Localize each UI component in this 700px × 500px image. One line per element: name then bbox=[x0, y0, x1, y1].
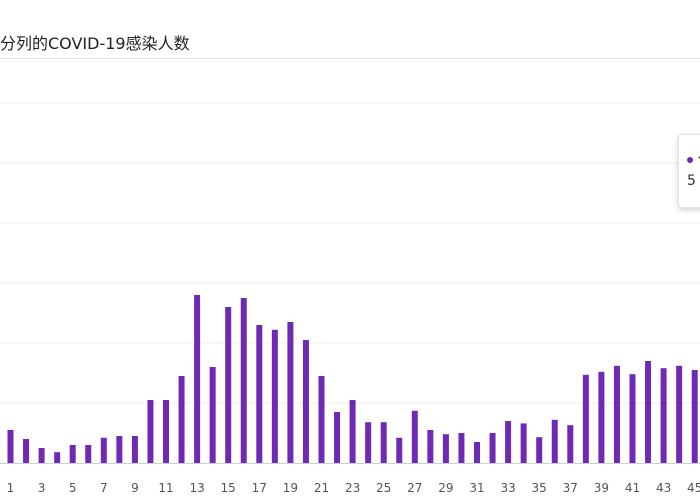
bar[interactable] bbox=[240, 298, 247, 463]
bar[interactable] bbox=[474, 442, 480, 463]
bar[interactable] bbox=[271, 329, 278, 463]
bar[interactable] bbox=[334, 412, 341, 463]
x-tick-label: 37 bbox=[563, 481, 578, 495]
bar[interactable] bbox=[38, 448, 45, 463]
x-tick-label: 9 bbox=[131, 481, 139, 495]
x-tick-label: 11 bbox=[158, 481, 173, 495]
bar[interactable] bbox=[613, 365, 620, 463]
x-tick-label: 43 bbox=[656, 481, 671, 495]
x-tick-label: 1 bbox=[7, 481, 15, 495]
bar[interactable] bbox=[598, 371, 605, 463]
bar[interactable] bbox=[7, 430, 14, 463]
bar[interactable] bbox=[178, 376, 185, 463]
bar[interactable] bbox=[287, 322, 294, 463]
x-tick-label: 29 bbox=[438, 481, 453, 495]
bar[interactable] bbox=[458, 433, 465, 463]
bar[interactable] bbox=[567, 425, 574, 463]
bar[interactable] bbox=[660, 368, 667, 463]
bar[interactable] bbox=[69, 445, 76, 463]
bar[interactable] bbox=[225, 307, 232, 463]
bar[interactable] bbox=[116, 436, 123, 463]
bar[interactable] bbox=[318, 376, 325, 463]
bar[interactable] bbox=[256, 325, 263, 463]
bar[interactable] bbox=[380, 422, 387, 463]
x-tick-label: 21 bbox=[314, 481, 329, 495]
bar[interactable] bbox=[349, 400, 356, 463]
x-tick-labels: 1 3 5 7 9 11 13 15 17 19 21 23 25 27 29 31 33 35 37 39 41 43 4… bbox=[7, 481, 700, 495]
chart-title: 分列的COVID-19感染人数 bbox=[0, 34, 190, 53]
bar[interactable] bbox=[582, 374, 589, 463]
bar[interactable] bbox=[85, 445, 92, 463]
x-tick-label: 5 bbox=[69, 481, 77, 495]
bar[interactable] bbox=[396, 437, 403, 463]
bar[interactable] bbox=[209, 367, 216, 463]
bar[interactable] bbox=[520, 423, 527, 463]
bar[interactable] bbox=[163, 400, 169, 463]
x-tick-label: 7 bbox=[100, 481, 108, 495]
tooltip-value: 5 bbox=[687, 174, 695, 188]
bar[interactable] bbox=[691, 370, 698, 463]
x-tick-label: 33 bbox=[500, 481, 515, 495]
bar[interactable] bbox=[489, 433, 496, 463]
bar[interactable] bbox=[551, 419, 558, 463]
tooltip-series-dot bbox=[687, 156, 693, 163]
x-tick-label: 19 bbox=[283, 481, 298, 495]
bar[interactable] bbox=[147, 400, 154, 463]
bar[interactable] bbox=[194, 295, 201, 463]
x-tick-label: 45 bbox=[687, 481, 700, 495]
bar[interactable] bbox=[23, 439, 30, 463]
bar[interactable] bbox=[100, 437, 107, 463]
x-tick-label: 35 bbox=[532, 481, 547, 495]
bar[interactable] bbox=[54, 452, 61, 463]
bar[interactable] bbox=[411, 410, 418, 463]
tooltip-label: 伤 bbox=[698, 153, 700, 167]
bar[interactable] bbox=[442, 434, 449, 463]
bar[interactable] bbox=[676, 365, 683, 463]
bar[interactable] bbox=[302, 340, 309, 463]
data-tooltip: 伤 5 bbox=[678, 134, 700, 208]
x-tick-label: 17 bbox=[252, 481, 267, 495]
x-tick-label: 25 bbox=[376, 481, 391, 495]
x-tick-label: 13 bbox=[189, 481, 204, 495]
x-tick-label: 15 bbox=[221, 481, 236, 495]
bars bbox=[7, 295, 698, 463]
x-tick-label: 39 bbox=[594, 481, 609, 495]
gridlines bbox=[0, 102, 700, 464]
bar[interactable] bbox=[629, 374, 636, 463]
bar[interactable] bbox=[131, 436, 138, 463]
bar[interactable] bbox=[645, 361, 652, 463]
bar[interactable] bbox=[536, 437, 543, 463]
x-tick-label: 41 bbox=[625, 481, 640, 495]
x-tick-label: 27 bbox=[407, 481, 422, 495]
bar[interactable] bbox=[365, 422, 372, 463]
bar[interactable] bbox=[505, 421, 512, 463]
bar[interactable] bbox=[427, 430, 434, 463]
title-divider bbox=[0, 58, 700, 59]
x-tick-label: 23 bbox=[345, 481, 360, 495]
x-tick-label: 3 bbox=[38, 481, 46, 495]
x-tick-label: 31 bbox=[469, 481, 484, 495]
